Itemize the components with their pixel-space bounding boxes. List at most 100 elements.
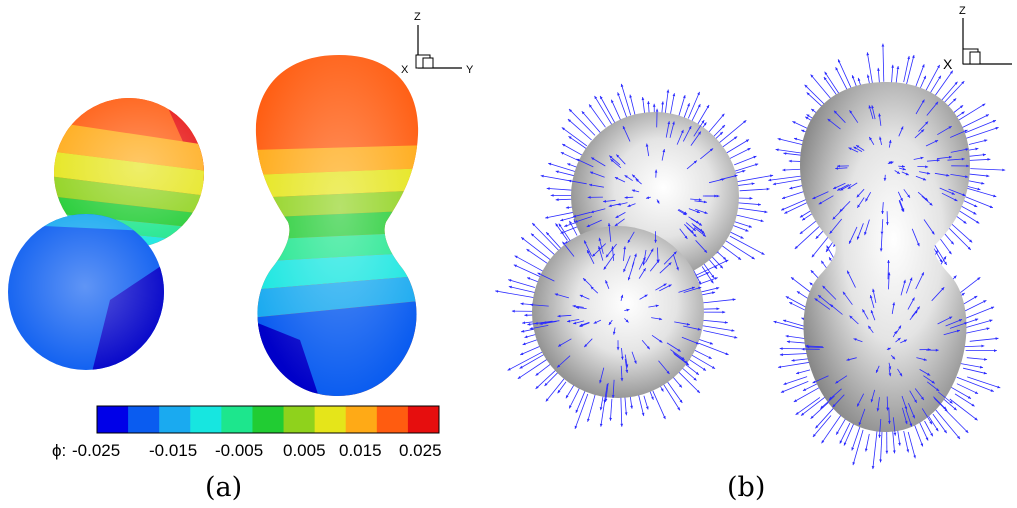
vector-arrow-head xyxy=(703,200,707,204)
vector-arrow-head xyxy=(806,345,810,349)
vector-arrow-head xyxy=(784,211,788,214)
vector-arrow-head xyxy=(953,407,957,411)
vector-arrow xyxy=(612,379,615,399)
vector-arrow-head xyxy=(950,241,954,245)
vector-arrow-head xyxy=(944,261,947,265)
vector-arrow-head xyxy=(620,294,624,298)
vector-arrow-head xyxy=(589,183,593,187)
vector-arrow xyxy=(820,395,835,409)
vector-arrow-head xyxy=(990,389,994,392)
vector-arrow xyxy=(968,139,988,145)
vector-arrow xyxy=(693,119,705,137)
vector-arrow-head xyxy=(837,188,841,191)
vector-arrow xyxy=(865,433,870,452)
axis-y-label: Y xyxy=(466,64,474,76)
vector-arrow-head xyxy=(871,466,875,470)
vector-arrow-head xyxy=(981,344,985,348)
vector-arrow-head xyxy=(567,119,571,123)
vector-arrow-head xyxy=(957,435,960,439)
vector-arrow xyxy=(535,362,553,376)
vector-arrow xyxy=(529,325,549,330)
vector-arrow-head xyxy=(667,121,671,125)
vector-arrow xyxy=(561,127,588,147)
vector-arrow-head xyxy=(677,407,680,411)
vector-arrow-head xyxy=(870,399,874,403)
vector-arrow-head xyxy=(697,91,700,96)
vector-arrow xyxy=(938,391,953,404)
vector-arrow-head xyxy=(605,254,609,258)
vector-arrow-head xyxy=(832,216,836,220)
vector-arrow-head xyxy=(683,211,688,215)
vector-arrow-head xyxy=(921,64,925,68)
colorbar-tick-label: -0.025 xyxy=(72,441,120,460)
vector-arrow xyxy=(822,285,837,300)
vector-arrow xyxy=(574,393,589,430)
vector-arrow xyxy=(701,266,714,284)
vector-arrow-head xyxy=(608,321,612,325)
vector-arrow xyxy=(804,84,826,106)
vector-arrow-head xyxy=(672,93,676,97)
vector-arrow-head xyxy=(662,149,666,153)
vector-arrow xyxy=(698,287,720,294)
vector-arrow-head xyxy=(751,182,755,186)
vector-arrow-head xyxy=(914,310,918,314)
vector-arrow-head xyxy=(520,352,524,355)
vector-arrow-head xyxy=(766,187,770,191)
vector-arrow xyxy=(519,353,546,369)
vector-arrow-head xyxy=(702,367,706,371)
vector-arrow xyxy=(495,290,534,298)
vector-arrow-head xyxy=(833,243,837,247)
vector-arrow-head xyxy=(679,399,683,403)
vector-arrow-head xyxy=(849,315,853,319)
vector-arrow-head xyxy=(811,254,815,258)
vector-arrow-head xyxy=(903,279,906,283)
colorbar-tick-label: 0.025 xyxy=(399,441,442,460)
vector-arrow-head xyxy=(617,92,620,96)
vector-arrow xyxy=(800,395,828,416)
vector-arrow-head xyxy=(801,347,805,351)
vector-arrow-head xyxy=(878,434,881,438)
vector-arrow xyxy=(530,304,549,307)
vector-arrow-head xyxy=(794,245,798,249)
vector-arrow-head xyxy=(974,417,978,421)
vector-arrow-head xyxy=(646,196,650,199)
vector-arrow-head xyxy=(983,300,987,303)
vector-arrow-head xyxy=(783,319,787,323)
vector-arrow-head xyxy=(609,155,613,159)
vector-arrow-head xyxy=(673,251,677,255)
vector-arrow-head xyxy=(789,302,793,305)
vector-arrow-head xyxy=(982,103,986,107)
vector-arrow-head xyxy=(682,95,686,99)
vector-arrow-head xyxy=(743,120,747,124)
vector-arrow-head xyxy=(702,233,706,237)
vector-arrow-head xyxy=(912,415,915,419)
vector-arrow-head xyxy=(961,81,965,85)
vector-arrow xyxy=(812,191,829,200)
axis-z-label: Z xyxy=(959,5,966,17)
vector-arrow-head xyxy=(921,99,925,103)
vector-arrow-head xyxy=(992,120,996,123)
vector-arrow-head xyxy=(935,428,939,432)
vector-arrow xyxy=(719,174,738,181)
vector-arrow xyxy=(701,308,720,310)
vector-arrow-head xyxy=(773,320,777,324)
vector-arrow-head xyxy=(829,396,833,400)
vector-arrow xyxy=(683,325,701,331)
vector-arrow xyxy=(795,397,821,416)
vector-arrow-head xyxy=(871,105,874,109)
vector-arrow-head xyxy=(627,277,631,281)
vector-arrow-head xyxy=(883,178,887,181)
vector-arrow-head xyxy=(835,67,839,71)
vector-arrow-head xyxy=(603,266,607,270)
vector-arrow-head xyxy=(839,440,843,444)
vector-arrow-head xyxy=(517,376,521,379)
vector-arrow xyxy=(903,55,910,83)
vector-arrow-head xyxy=(761,252,765,255)
vector-arrow-head xyxy=(806,114,810,118)
vector-arrow xyxy=(821,411,844,444)
vector-arrow-head xyxy=(709,148,714,152)
vector-arrow xyxy=(677,94,686,119)
vector-arrow-head xyxy=(892,450,896,454)
vector-arrow-head xyxy=(770,174,774,178)
vector-arrow-head xyxy=(783,382,787,385)
